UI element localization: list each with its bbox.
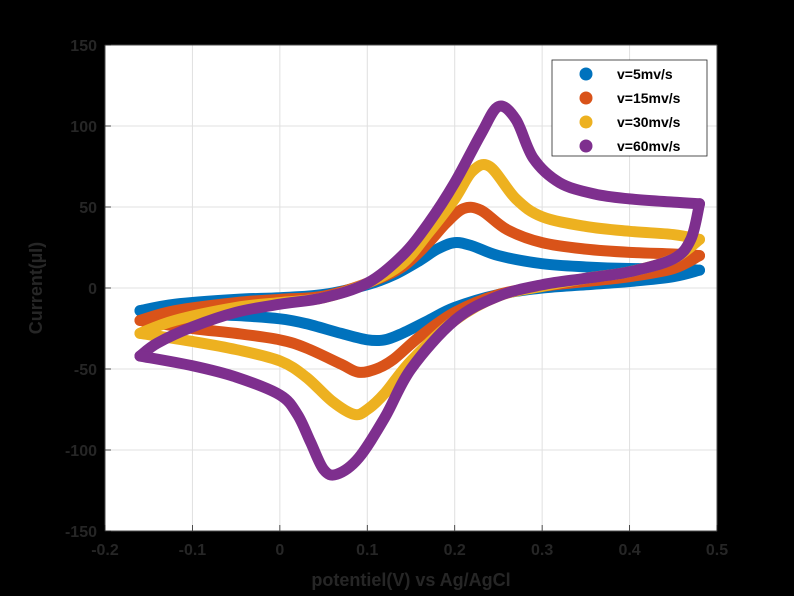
y-tick-label: 0 [88,281,97,298]
series-line-forward [134,100,706,362]
y-tick-label: 150 [70,38,97,55]
legend-label: v=60mv/s [617,138,681,154]
y-tick-label: -150 [65,524,97,541]
x-tick-label: 0.2 [444,542,466,559]
legend-label: v=5mv/s [617,66,673,82]
series-v-60mv-s [134,100,706,481]
series-curves [134,100,706,481]
y-tick-label: 100 [70,119,97,136]
x-tick-label: 0.3 [531,542,553,559]
legend-marker [579,139,593,153]
x-tick-label: -0.2 [91,542,119,559]
legend-label: v=30mv/s [617,114,681,130]
x-tick-label: 0.1 [356,542,378,559]
tick-labels: -0.2 -0.1 0 0.1 0.2 0.3 0.4 0.5 -150 -100 -50 0 50 10… [65,38,728,559]
y-axis-label: Current(µI) [26,242,46,334]
legend-marker [579,67,593,81]
x-axis-label: potentiel(V) vs Ag/AgCl [311,570,510,590]
legend-marker [579,115,593,129]
legend-label: v=15mv/s [617,90,681,106]
series-line-reverse [134,198,706,481]
plot-frame [104,44,718,532]
x-tick-label: 0.4 [618,542,640,559]
x-tick-label: -0.1 [179,542,207,559]
y-tick-label: -50 [74,362,97,379]
y-tick-label: 50 [79,200,97,217]
legend: v=5mv/s v=15mv/s v=30mv/s v=60mv/s [551,59,708,157]
x-tick-label: 0.5 [706,542,728,559]
y-tick-label: -100 [65,443,97,460]
legend-marker [579,91,593,105]
x-tick-label: 0 [275,542,284,559]
legend-box [551,59,708,157]
